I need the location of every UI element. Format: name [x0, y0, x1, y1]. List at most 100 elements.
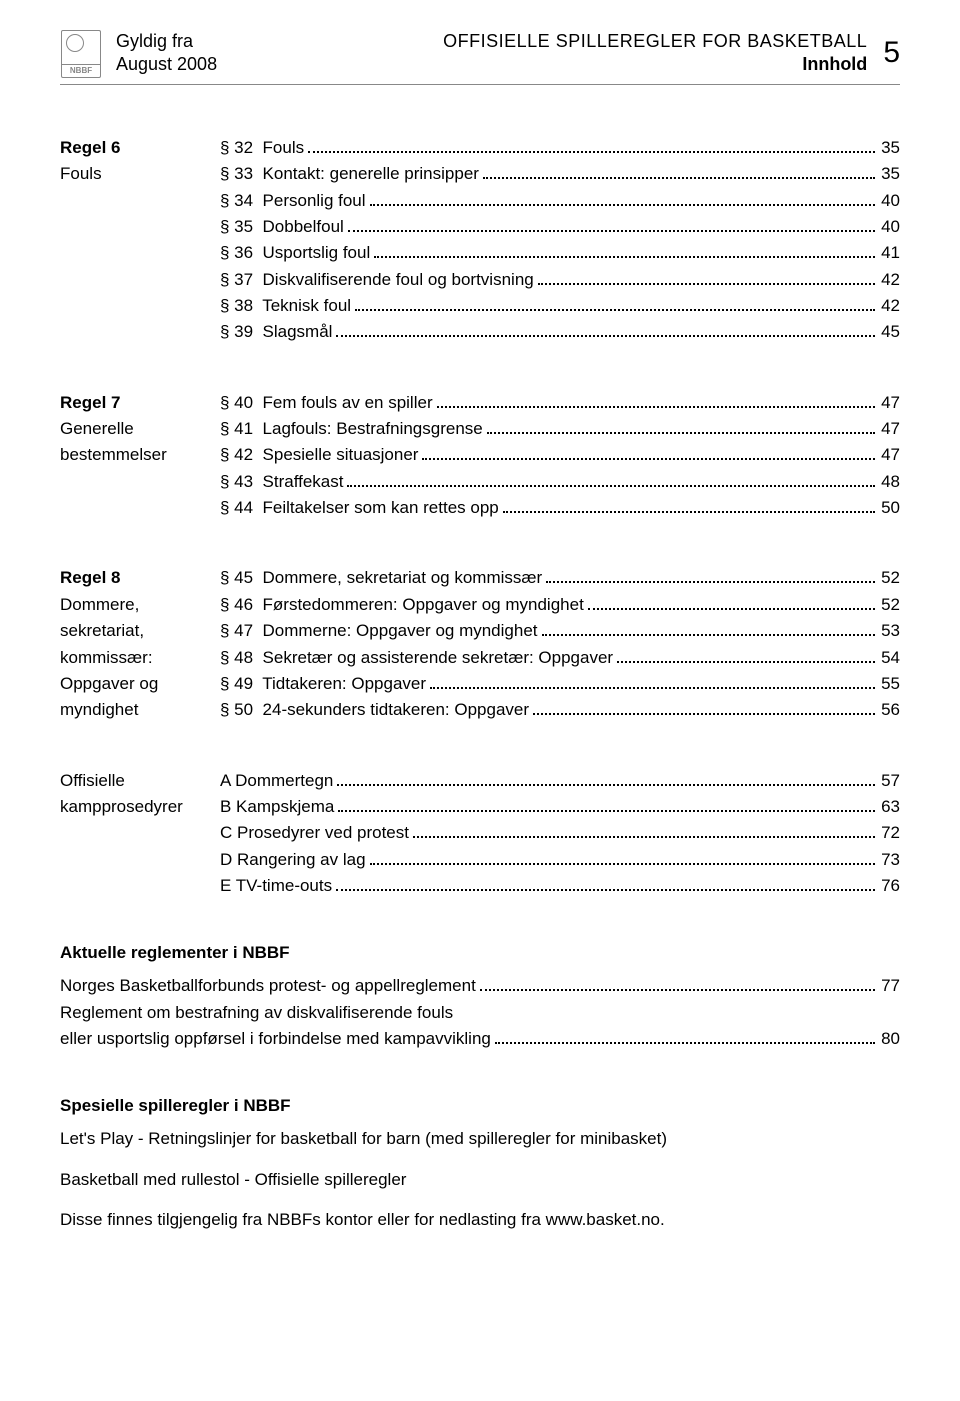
toc-page: 35	[879, 161, 900, 187]
toc-items-col: § 32 Fouls35§ 33 Kontakt: generelle prin…	[220, 135, 900, 346]
nbbf-logo: NBBF	[60, 30, 102, 78]
page-header: NBBF Gyldig fra August 2008 OFFISIELLE S…	[60, 30, 900, 78]
toc-page: 42	[879, 293, 900, 319]
toc-dots	[437, 392, 875, 407]
aktuelle-heading: Aktuelle reglementer i NBBF	[60, 943, 900, 963]
spesielle-line: Let's Play - Retningslinjer for basketba…	[60, 1126, 900, 1152]
toc-dots	[422, 445, 875, 460]
toc-page: 41	[879, 240, 900, 266]
header-divider	[60, 84, 900, 85]
toc-label: A Dommertegn	[220, 768, 333, 794]
toc-label: § 37 Diskvalifiserende foul og bortvisni…	[220, 267, 534, 293]
section-label: bestemmelser	[60, 442, 212, 468]
section-label: Oppgaver og	[60, 671, 212, 697]
toc-section: Regel 8Dommere,sekretariat,kommissær:Opp…	[60, 565, 900, 723]
section-label: kommissær:	[60, 645, 212, 671]
toc-page: 42	[879, 267, 900, 293]
toc-section: OffisiellekampprosedyrerA Dommertegn 57B …	[60, 768, 900, 900]
toc-dots	[617, 647, 875, 662]
toc-page: 72	[879, 820, 900, 846]
valid-from-date: August 2008	[116, 53, 217, 76]
spesielle-heading: Spesielle spilleregler i NBBF	[60, 1096, 900, 1116]
toc-dots	[336, 876, 875, 891]
toc-label: § 44 Feiltakelser som kan rettes opp	[220, 495, 499, 521]
section-label-col: Regel 8Dommere,sekretariat,kommissær:Opp…	[60, 565, 220, 723]
doc-subtitle: Innhold	[443, 53, 867, 76]
toc-line: § 40 Fem fouls av en spiller47	[220, 390, 900, 416]
toc-line: § 36 Usportslig foul 41	[220, 240, 900, 266]
header-left: Gyldig fra August 2008	[116, 30, 217, 75]
toc-label: § 43 Straffekast	[220, 469, 343, 495]
toc-page: 73	[879, 847, 900, 873]
toc-dots	[480, 976, 875, 991]
toc-dots	[308, 138, 875, 153]
toc-label: Norges Basketballforbunds protest- og ap…	[60, 973, 476, 999]
section-label: kampprosedyrer	[60, 794, 212, 820]
toc-line: § 45 Dommere, sekretariat og kommissær 52	[220, 565, 900, 591]
section-label: sekretariat,	[60, 618, 212, 644]
toc-line: § 47 Dommerne: Oppgaver og myndighet 53	[220, 618, 900, 644]
toc-items-col: § 45 Dommere, sekretariat og kommissær 52…	[220, 565, 900, 723]
toc-line: D Rangering av lag 73	[220, 847, 900, 873]
toc-dots	[483, 164, 875, 179]
valid-from-label: Gyldig fra	[116, 30, 217, 53]
aktuelle-section: Aktuelle reglementer i NBBF Norges Baske…	[60, 943, 900, 1052]
toc-label: § 45 Dommere, sekretariat og kommissær	[220, 565, 542, 591]
section-label: Regel 6	[60, 135, 212, 161]
toc-line: § 35 Dobbelfoul40	[220, 214, 900, 240]
toc-line: § 50 24-sekunders tidtakeren: Oppgaver 56	[220, 697, 900, 723]
toc-page: 54	[879, 645, 900, 671]
section-label-col: Offisiellekampprosedyrer	[60, 768, 220, 821]
toc-page: 47	[879, 442, 900, 468]
toc-line: eller usportslig oppførsel i forbindelse…	[60, 1026, 900, 1052]
toc-label: § 38 Teknisk foul	[220, 293, 351, 319]
toc-items-col: A Dommertegn 57B Kampskjema63C Prosedyrer…	[220, 768, 900, 900]
toc-line: § 46 Førstedommeren: Oppgaver og myndigh…	[220, 592, 900, 618]
toc-dots	[495, 1029, 875, 1044]
toc-label: § 50 24-sekunders tidtakeren: Oppgaver	[220, 697, 529, 723]
toc-section: Regel 7Generellebestemmelser§ 40 Fem fou…	[60, 390, 900, 522]
toc-dots	[337, 770, 875, 785]
toc-page: 35	[879, 135, 900, 161]
toc-label: D Rangering av lag	[220, 847, 366, 873]
doc-title: OFFISIELLE SPILLEREGLER FOR BASKETBALL	[443, 30, 867, 53]
toc-dots	[347, 471, 875, 486]
toc-page: 53	[879, 618, 900, 644]
toc-label: § 46 Førstedommeren: Oppgaver og myndigh…	[220, 592, 584, 618]
section-label: Regel 7	[60, 390, 212, 416]
section-label-col: Regel 6Fouls	[60, 135, 220, 188]
toc-line: § 38 Teknisk foul 42	[220, 293, 900, 319]
toc-dots	[588, 595, 875, 610]
page-number: 5	[883, 34, 900, 72]
section-label: Fouls	[60, 161, 212, 187]
toc-page: 52	[879, 592, 900, 618]
toc-page: 48	[879, 469, 900, 495]
toc-line: § 41 Lagfouls: Bestrafningsgrense47	[220, 416, 900, 442]
toc-page: 57	[879, 768, 900, 794]
section-label-col: Regel 7Generellebestemmelser	[60, 390, 220, 469]
toc-label: § 49 Tidtakeren: Oppgaver	[220, 671, 426, 697]
toc-dots	[538, 269, 875, 284]
section-label: myndighet	[60, 697, 212, 723]
toc-line: C Prosedyrer ved protest72	[220, 820, 900, 846]
toc-line: § 48 Sekretær og assisterende sekretær: …	[220, 645, 900, 671]
toc-label: § 34 Personlig foul	[220, 188, 366, 214]
toc-items-col: § 40 Fem fouls av en spiller47§ 41 Lagfo…	[220, 390, 900, 522]
toc-page: 56	[879, 697, 900, 723]
toc-label: § 36 Usportslig foul	[220, 240, 370, 266]
toc-label: § 47 Dommerne: Oppgaver og myndighet	[220, 618, 538, 644]
toc-page: 47	[879, 390, 900, 416]
toc-line: § 44 Feiltakelser som kan rettes opp50	[220, 495, 900, 521]
toc-page: 47	[879, 416, 900, 442]
toc-dots	[338, 797, 875, 812]
toc-page: 40	[879, 214, 900, 240]
toc-line: § 32 Fouls35	[220, 135, 900, 161]
toc-line: B Kampskjema63	[220, 794, 900, 820]
spesielle-section: Spesielle spilleregler i NBBF Let's Play…	[60, 1096, 900, 1233]
toc-dots	[355, 296, 875, 311]
toc-dots	[348, 217, 875, 232]
header-right: OFFISIELLE SPILLEREGLER FOR BASKETBALL I…	[443, 30, 900, 75]
toc-dots	[374, 243, 875, 258]
toc-page: 76	[879, 873, 900, 899]
toc-page: 52	[879, 565, 900, 591]
